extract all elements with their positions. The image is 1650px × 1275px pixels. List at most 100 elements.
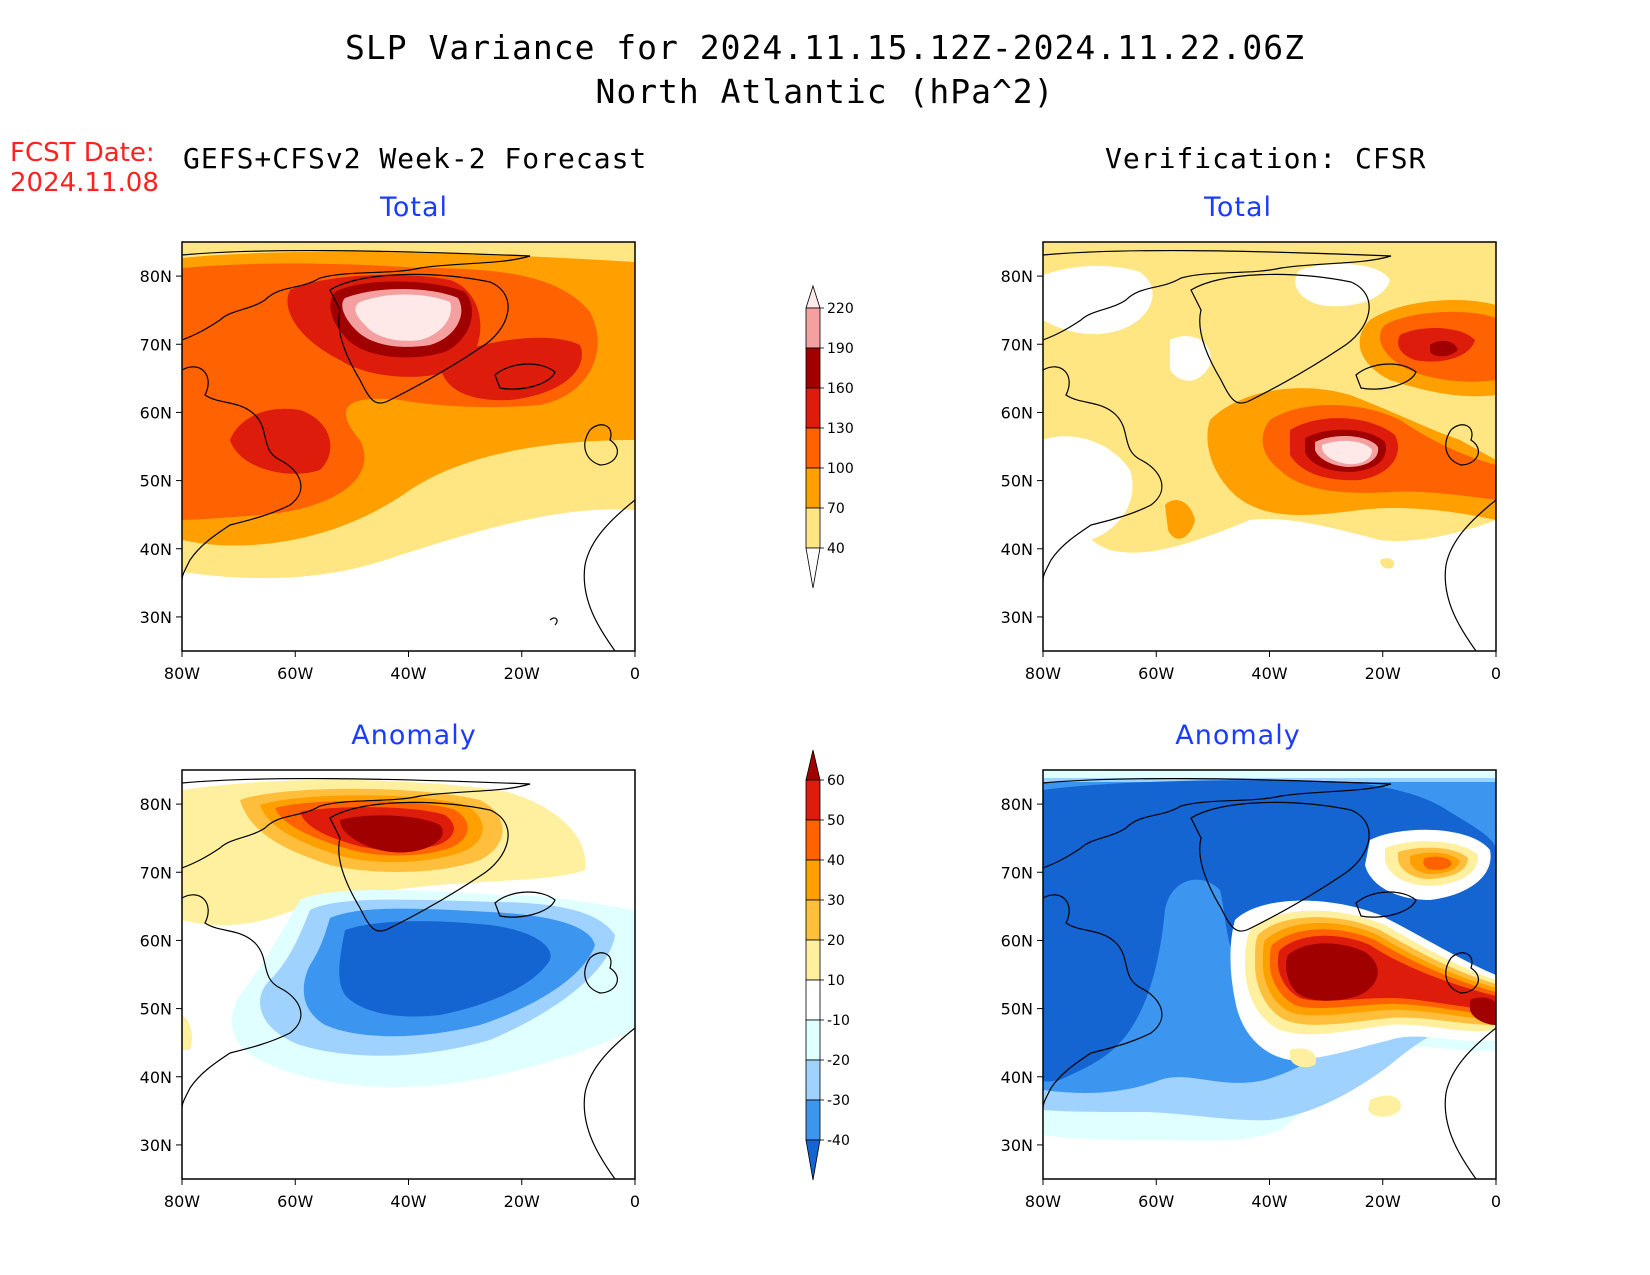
colorbar-total-label: 220 bbox=[827, 301, 854, 317]
colorbar-anomaly-swatch bbox=[805, 1019, 821, 1061]
lon-tick-label: 60W bbox=[1138, 664, 1174, 683]
lat-tick-label: 70N bbox=[1001, 863, 1033, 882]
colorbar-anomaly-label: 60 bbox=[827, 773, 845, 789]
colorbar-total-label: 100 bbox=[827, 461, 854, 477]
contour-40-north bbox=[1423, 856, 1452, 870]
colorbar-total-swatch bbox=[805, 307, 821, 349]
colorbar-anomaly-swatch bbox=[805, 779, 821, 821]
colorbar-anomaly-swatch bbox=[805, 859, 821, 901]
main-title-line2: North Atlantic (hPa^2) bbox=[595, 72, 1055, 111]
lon-tick-label: 40W bbox=[390, 664, 426, 683]
map-forecast-anomaly bbox=[182, 770, 635, 1179]
fcst-date-value: 2024.11.08 bbox=[10, 168, 159, 198]
fcst-date: FCST Date: 2024.11.08 bbox=[10, 138, 159, 198]
panel-title-verification-anomaly: Anomaly bbox=[1175, 720, 1301, 751]
colorbar-anomaly-label: 40 bbox=[827, 853, 845, 869]
contour-160-b bbox=[1430, 340, 1458, 357]
contour-10-b bbox=[182, 1015, 193, 1050]
lat-tick-label: 80N bbox=[140, 795, 172, 814]
colorbar-total-swatch bbox=[805, 507, 821, 549]
lat-tick-label: 70N bbox=[140, 335, 172, 354]
contour-60-east bbox=[1470, 997, 1496, 1025]
colorbar-anomaly-swatch bbox=[805, 939, 821, 981]
lon-tick-label: 20W bbox=[1365, 1192, 1401, 1211]
lon-tick-label: 80W bbox=[1025, 664, 1061, 683]
colorbar-anomaly-swatch bbox=[805, 979, 821, 1021]
coastlines bbox=[1043, 249, 1496, 651]
lat-tick-label: 50N bbox=[140, 1000, 172, 1019]
lon-tick-label: 60W bbox=[277, 1192, 313, 1211]
lon-tick-label: 40W bbox=[1251, 664, 1287, 683]
colorbar-anomaly-swatch bbox=[805, 899, 821, 941]
colorbar-anomaly-label: 30 bbox=[827, 893, 845, 909]
colorbar-anomaly-bottom-arrow bbox=[805, 1139, 821, 1181]
contour-60 bbox=[340, 815, 443, 853]
lat-tick-label: 30N bbox=[140, 1136, 172, 1155]
colorbar-anomaly: 60 50 40 30 20 10 -10 -20 -30 -40 bbox=[805, 749, 850, 1181]
lat-tick-label: 70N bbox=[140, 863, 172, 882]
colorbar-anomaly-label: -10 bbox=[827, 1013, 850, 1029]
lat-tick-label: 40N bbox=[1001, 540, 1033, 559]
lat-tick-label: 50N bbox=[1001, 472, 1033, 491]
lat-tick-label: 30N bbox=[140, 608, 172, 627]
lon-tick-label: 20W bbox=[1365, 664, 1401, 683]
colorbar-total-label: 190 bbox=[827, 341, 854, 357]
map-verification-total bbox=[1043, 242, 1496, 651]
colorbar-total-bottom-arrow bbox=[805, 547, 821, 589]
colorbar-anomaly-swatch bbox=[805, 1099, 821, 1141]
contour-220 bbox=[1322, 440, 1372, 465]
coastlines bbox=[1043, 777, 1496, 1179]
lon-tick-label: 20W bbox=[504, 1192, 540, 1211]
lon-tick-label: 20W bbox=[504, 664, 540, 683]
contour-70-c bbox=[1165, 500, 1195, 539]
fcst-date-label: FCST Date: bbox=[10, 138, 155, 168]
contour-220 bbox=[355, 294, 451, 341]
contour-60-south bbox=[1286, 943, 1378, 1001]
colorbar-anomaly-label: -40 bbox=[827, 1133, 850, 1149]
lon-tick-label: 60W bbox=[1138, 1192, 1174, 1211]
white-hole-d bbox=[1043, 436, 1133, 544]
lat-tick-label: 50N bbox=[1001, 1000, 1033, 1019]
lat-tick-label: 80N bbox=[1001, 267, 1033, 286]
colorbar-anomaly-top-arrow bbox=[805, 749, 821, 781]
colorbar-total-label: 70 bbox=[827, 501, 845, 517]
lat-tick-label: 40N bbox=[140, 540, 172, 559]
colorbar-total-swatch bbox=[805, 427, 821, 469]
colorbar-total: 220 190 160 130 100 70 40 bbox=[805, 284, 854, 589]
lat-tick-label: 40N bbox=[1001, 1068, 1033, 1087]
contour-130-b bbox=[440, 337, 582, 401]
panel-title-forecast-total: Total bbox=[379, 192, 449, 223]
verification-heading: Verification: CFSR bbox=[1105, 142, 1427, 175]
coastlines bbox=[182, 777, 635, 1179]
colorbar-total-label: 160 bbox=[827, 381, 854, 397]
colorbar-anomaly-label: -30 bbox=[827, 1093, 850, 1109]
main-title-line1: SLP Variance for 2024.11.15.12Z-2024.11.… bbox=[345, 28, 1305, 67]
map-forecast-total bbox=[182, 242, 635, 651]
lat-tick-label: 70N bbox=[1001, 335, 1033, 354]
lat-tick-label: 40N bbox=[140, 1068, 172, 1087]
lat-tick-label: 60N bbox=[1001, 931, 1033, 950]
colorbar-anomaly-swatch bbox=[805, 819, 821, 861]
lon-tick-label: 0 bbox=[1491, 664, 1501, 683]
lat-tick-label: 60N bbox=[140, 931, 172, 950]
contour-130-c bbox=[230, 408, 331, 474]
lon-tick-label: 80W bbox=[164, 664, 200, 683]
panel-title-verification-total: Total bbox=[1203, 192, 1273, 223]
lat-tick-label: 30N bbox=[1001, 608, 1033, 627]
colorbar-anomaly-label: 20 bbox=[827, 933, 845, 949]
contour-m40 bbox=[339, 921, 551, 1017]
colorbar-total-swatch bbox=[805, 347, 821, 389]
colorbar-total-swatch bbox=[805, 467, 821, 509]
white-hole-c bbox=[1170, 336, 1211, 381]
colorbar-total-label: 130 bbox=[827, 421, 854, 437]
lon-tick-label: 40W bbox=[1251, 1192, 1287, 1211]
lat-tick-label: 80N bbox=[1001, 795, 1033, 814]
lon-tick-label: 80W bbox=[1025, 1192, 1061, 1211]
lat-tick-label: 60N bbox=[140, 403, 172, 422]
contour-40-e bbox=[1380, 558, 1395, 569]
colorbar-anomaly-label: -20 bbox=[827, 1053, 850, 1069]
lon-tick-label: 40W bbox=[390, 1192, 426, 1211]
map-verification-anomaly bbox=[1043, 770, 1496, 1179]
coastlines bbox=[182, 249, 635, 651]
